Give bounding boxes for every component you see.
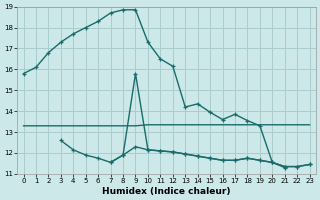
X-axis label: Humidex (Indice chaleur): Humidex (Indice chaleur) (102, 187, 231, 196)
